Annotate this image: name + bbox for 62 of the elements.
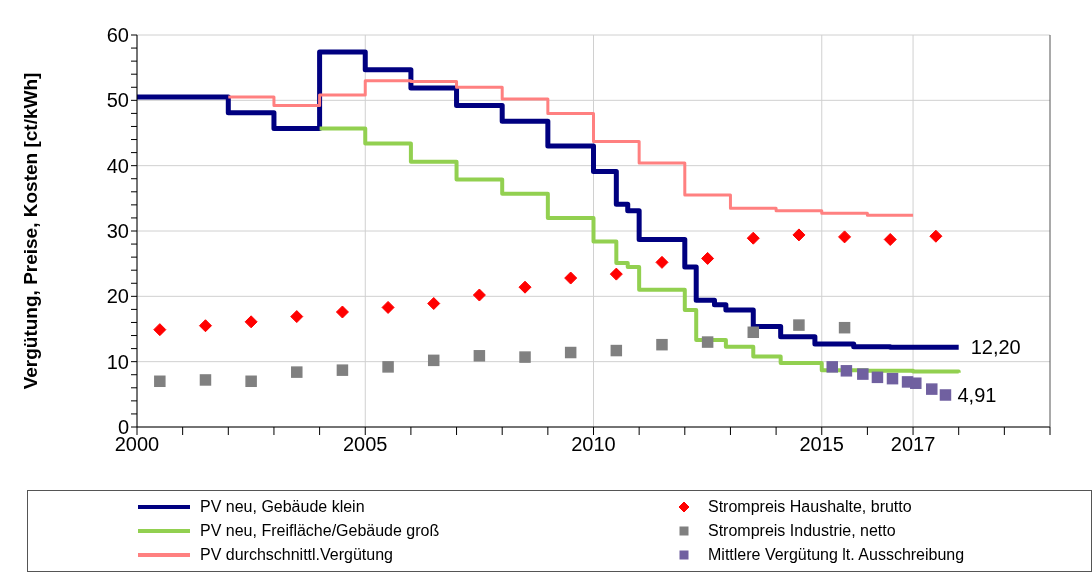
- point: [655, 255, 669, 269]
- y-tick-label: 60: [106, 24, 129, 47]
- legend-label: Mittlere Vergütung lt. Ausschreibung: [708, 546, 965, 564]
- annotation: 4,91: [957, 384, 997, 407]
- x-tick-label: 2005: [343, 433, 388, 456]
- point: [291, 366, 303, 378]
- legend-label: PV neu, Freifläche/Gebäude groß: [200, 522, 440, 540]
- y-tick-label: 10: [106, 350, 129, 373]
- point: [198, 319, 212, 333]
- legend-label: PV durchschnittl.Vergütung: [200, 546, 394, 564]
- point: [610, 344, 623, 357]
- point: [939, 389, 952, 401]
- point: [838, 230, 852, 244]
- point: [792, 228, 806, 242]
- point: [883, 232, 897, 246]
- point: [518, 280, 532, 294]
- point: [564, 271, 578, 285]
- point: [564, 346, 577, 359]
- point: [857, 368, 869, 380]
- legend-label: Strompreis Industrie, netto: [708, 522, 896, 540]
- point: [746, 231, 760, 245]
- point: [382, 361, 394, 373]
- point: [336, 364, 349, 376]
- point: [838, 321, 851, 334]
- point: [335, 305, 349, 319]
- point: [701, 251, 715, 265]
- y-axis-title: Vergütung, Preise, Kosten [ct/kWh]: [19, 72, 41, 390]
- legend-label: Strompreis Haushalte, brutto: [708, 498, 912, 516]
- point: [290, 310, 304, 324]
- annotation: 12,20: [970, 336, 1021, 359]
- point: [245, 375, 257, 388]
- point: [886, 372, 899, 385]
- x-tick-label: 2010: [571, 433, 616, 456]
- point: [926, 383, 938, 395]
- point: [473, 350, 486, 362]
- point: [154, 375, 166, 388]
- point: [519, 351, 531, 363]
- point: [871, 371, 884, 384]
- y-tick-label: 40: [106, 154, 129, 177]
- point: [427, 297, 441, 311]
- point: [910, 377, 922, 389]
- point: [840, 365, 853, 377]
- point: [381, 300, 395, 314]
- point: [747, 326, 760, 339]
- point: [793, 319, 805, 331]
- y-tick-label: 30: [106, 220, 129, 243]
- point: [826, 361, 838, 373]
- point: [199, 374, 212, 386]
- y-tick-label: 50: [106, 89, 129, 112]
- x-tick-label: 2000: [114, 433, 160, 456]
- point: [427, 354, 440, 367]
- point: [244, 315, 258, 329]
- point: [929, 229, 943, 243]
- x-tick-label: 2017: [890, 433, 936, 456]
- legend-label: PV neu, Gebäude klein: [200, 498, 365, 516]
- point: [701, 336, 714, 348]
- y-tick-label: 20: [106, 285, 129, 308]
- x-tick-label: 2015: [799, 433, 844, 456]
- point: [656, 338, 668, 351]
- point: [472, 288, 486, 302]
- point: [609, 267, 623, 281]
- point: [153, 323, 167, 337]
